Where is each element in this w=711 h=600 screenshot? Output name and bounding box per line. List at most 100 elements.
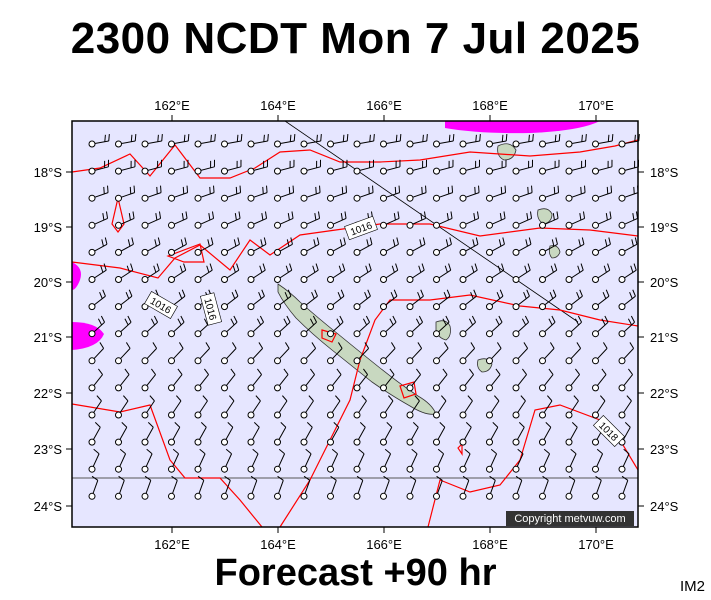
wind-barb-feather <box>311 342 317 349</box>
wind-barb-feather <box>364 292 368 299</box>
wind-barb-feather <box>277 475 284 481</box>
wind-station <box>168 411 175 419</box>
wind-barb-feather <box>289 134 292 142</box>
wind-barb-feather <box>442 318 447 326</box>
wind-barb-feather <box>398 185 401 193</box>
wind-barb-feather <box>476 211 480 219</box>
boundary-line <box>284 120 579 323</box>
wind-station <box>300 221 308 229</box>
wind-station <box>247 330 255 338</box>
wind-station <box>300 438 308 446</box>
wind-barb-feather <box>259 265 263 273</box>
wind-barb-feather <box>579 213 582 221</box>
wind-barb-feather <box>284 292 289 299</box>
wind-station <box>247 357 255 365</box>
wind-barb-feather <box>97 318 103 326</box>
wind-station <box>327 248 334 256</box>
wind-barb-feather <box>395 263 399 271</box>
wind-barb-feather <box>180 239 184 247</box>
wind-station <box>168 221 175 229</box>
wind-station <box>459 330 467 338</box>
wind-barb-feather <box>105 211 109 219</box>
isobar <box>111 197 125 233</box>
wind-barb-feather <box>231 292 236 299</box>
wind-station <box>433 303 440 311</box>
wind-barb-feather <box>181 289 186 297</box>
wind-station <box>512 167 520 175</box>
wind-barb-feather <box>340 289 345 297</box>
wind-station <box>459 384 467 392</box>
wind-station <box>168 167 175 175</box>
wind-station <box>592 330 599 338</box>
wind-station <box>433 465 440 473</box>
wind-station <box>459 194 467 202</box>
wind-barb-feather <box>577 265 581 273</box>
wind-barb-feather <box>502 237 505 245</box>
wind-station <box>565 492 573 500</box>
wind-station <box>512 248 520 256</box>
wind-station <box>592 357 599 365</box>
wind-station <box>88 194 96 202</box>
wind-station <box>221 140 228 148</box>
wind-barb-feather <box>124 368 130 375</box>
wind-station <box>274 411 281 419</box>
wind-station <box>353 248 361 256</box>
wind-station <box>141 140 149 148</box>
wind-barb-feather <box>520 395 526 402</box>
wind-station <box>459 221 467 229</box>
wind-station <box>168 248 175 256</box>
isobar <box>399 381 417 399</box>
wind-barb-feather <box>261 289 265 297</box>
wind-barb-feather <box>472 239 475 247</box>
wind-station <box>300 492 308 500</box>
wind-station <box>115 465 122 473</box>
wind-barb-feather <box>183 263 187 271</box>
wind-station <box>486 194 493 202</box>
wind-station <box>459 465 467 473</box>
wind-barb-feather <box>155 213 158 221</box>
wind-barb-feather <box>498 239 502 247</box>
wind-barb-feather <box>638 134 640 142</box>
wind-station <box>486 411 493 419</box>
wind-barb-feather <box>609 211 612 219</box>
wind-station <box>221 276 228 283</box>
wind-station <box>353 303 361 311</box>
wind-barb-feather <box>551 315 556 323</box>
wind-barb-feather <box>417 292 421 299</box>
wind-barb-feather <box>582 211 586 219</box>
wind-station <box>459 411 467 419</box>
wind-barb-feather <box>102 289 106 297</box>
wind-barb-feather <box>264 211 268 219</box>
wind-station <box>353 384 361 392</box>
wind-barb-feather <box>524 315 530 323</box>
wind-station <box>380 303 387 311</box>
wind-barb-feather <box>442 368 448 375</box>
wind-barb-feather <box>467 395 473 402</box>
wind-station <box>115 303 122 311</box>
wind-barb-feather <box>628 368 633 375</box>
wind-barb-feather <box>157 134 159 142</box>
wind-station <box>115 167 122 175</box>
wind-barb-feather <box>339 239 343 247</box>
wind-barb-feather <box>258 342 264 349</box>
wind-barb-feather <box>471 265 475 273</box>
wind-barb-feather <box>208 213 211 221</box>
wind-barb-feather <box>361 395 367 402</box>
wind-station <box>459 357 467 365</box>
wind-barb-feather <box>369 237 373 245</box>
wind-barb-feather <box>418 315 424 323</box>
wind-barb-feather <box>389 368 395 375</box>
wind-station <box>565 411 573 419</box>
wind-station <box>539 330 546 338</box>
rain-area-west-lower <box>72 322 104 350</box>
wind-station <box>459 140 467 148</box>
wind-station <box>274 357 281 365</box>
wind-station <box>380 194 387 202</box>
wind-barb-feather <box>232 265 236 273</box>
wind-barb-feather <box>178 292 183 299</box>
lon-label: 168°E <box>472 98 508 113</box>
lat-label: 23°S <box>34 442 63 457</box>
wind-station <box>327 357 334 365</box>
wind-station <box>141 194 149 202</box>
wind-barb-feather <box>395 134 398 142</box>
